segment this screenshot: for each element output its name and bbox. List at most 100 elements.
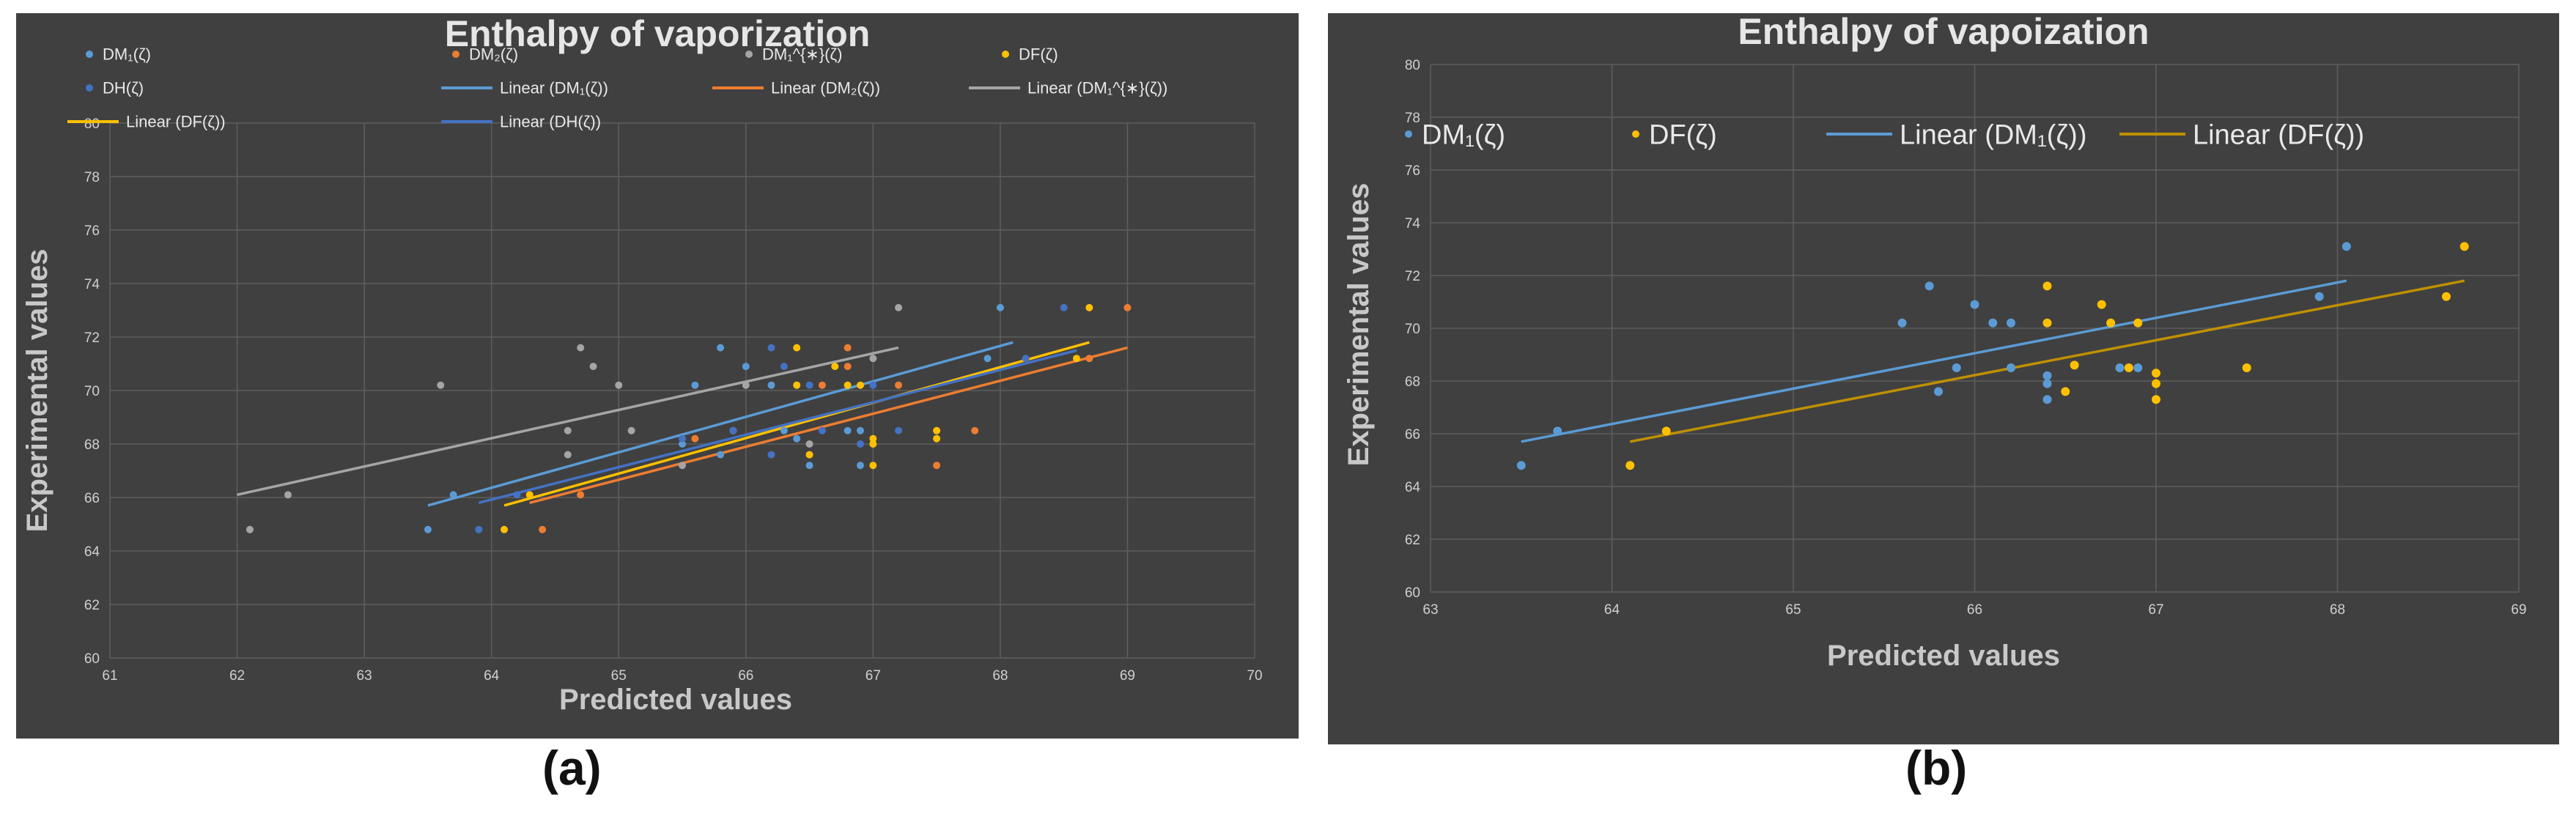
x-tick-label: 68 bbox=[2330, 602, 2345, 618]
data-point-df bbox=[2124, 363, 2133, 372]
data-point-dh bbox=[818, 426, 826, 434]
data-point-dm bbox=[869, 355, 877, 363]
data-point-dm bbox=[2042, 395, 2052, 404]
legend-label-linear-dm: Linear (DM₂(ζ)) bbox=[771, 79, 880, 97]
y-tick-label: 68 bbox=[1405, 374, 1420, 390]
data-point-df bbox=[1661, 426, 1671, 436]
data-point-dh bbox=[856, 440, 864, 448]
data-point-df bbox=[1625, 461, 1635, 470]
x-tick-label: 69 bbox=[1120, 668, 1135, 684]
y-tick-label: 70 bbox=[1405, 322, 1420, 337]
data-point-dm bbox=[818, 381, 826, 389]
data-point-dm bbox=[679, 462, 686, 470]
legend-label-linear-dm: Linear (DM₁(ζ)) bbox=[1900, 119, 2086, 150]
x-tick-label: 68 bbox=[992, 668, 1008, 684]
data-point-df bbox=[2442, 292, 2451, 301]
legend-marker-dm bbox=[452, 51, 460, 58]
data-point-df bbox=[2042, 281, 2052, 291]
legend-label-linear-dm: Linear (DM₁(ζ)) bbox=[500, 79, 608, 97]
data-point-dm bbox=[844, 426, 852, 434]
y-axis-title: Experimental values bbox=[1343, 183, 1375, 467]
y-tick-label: 72 bbox=[1405, 269, 1420, 284]
data-point-dm bbox=[742, 381, 750, 389]
trendline-linear-dm bbox=[427, 341, 1014, 507]
legend-label-dm: DM₁(ζ) bbox=[1422, 119, 1505, 150]
data-point-df bbox=[1073, 355, 1081, 363]
data-point-dm bbox=[589, 363, 597, 371]
data-point-dm bbox=[2042, 371, 2052, 380]
x-tick-label: 64 bbox=[484, 668, 500, 684]
x-tick-label: 63 bbox=[1422, 602, 1438, 618]
data-point-df bbox=[793, 381, 801, 389]
data-point-df bbox=[869, 462, 877, 470]
data-point-df bbox=[933, 434, 941, 443]
data-point-df bbox=[2097, 300, 2106, 309]
data-point-dm bbox=[971, 426, 979, 434]
data-point-df bbox=[2152, 369, 2160, 378]
legend-label-dm: DM₂(ζ) bbox=[469, 45, 518, 64]
data-point-dh bbox=[895, 426, 903, 434]
chart-b-svg: 63 64 65 66 67 68 69 60 62 64 66 68 70 72 74 76 78 80 Enth… bbox=[1343, 13, 2527, 672]
data-point-dh bbox=[729, 426, 737, 434]
y-axis-title: Experimental values bbox=[21, 249, 53, 533]
data-point-df bbox=[501, 525, 509, 533]
trendline-linear-df bbox=[503, 341, 1090, 507]
data-point-dm bbox=[1924, 281, 1934, 291]
data-point-dm bbox=[1553, 426, 1562, 436]
legend-label-linear-df: Linear (DF(ζ)) bbox=[126, 113, 226, 131]
y-tick-label: 78 bbox=[1405, 111, 1420, 126]
trendline-linear-dm bbox=[1521, 279, 2347, 443]
data-point-df bbox=[933, 426, 941, 434]
data-point-df bbox=[869, 434, 877, 443]
x-tick-label: 69 bbox=[2511, 602, 2526, 618]
legend-label-df: DF(ζ) bbox=[1019, 45, 1058, 64]
data-point-dm bbox=[767, 381, 775, 389]
data-point-dm bbox=[895, 381, 903, 389]
data-point-dm bbox=[424, 525, 432, 533]
x-tick-label: 61 bbox=[102, 668, 117, 684]
data-point-dm bbox=[564, 451, 572, 459]
y-tick-label: 76 bbox=[84, 223, 100, 239]
data-point-dm bbox=[717, 451, 725, 459]
data-point-df bbox=[831, 363, 839, 371]
y-tick-label: 68 bbox=[84, 437, 100, 453]
legend-label-dm: DM₁(ζ) bbox=[103, 45, 151, 64]
data-point-dm bbox=[844, 344, 852, 352]
data-point-dm bbox=[1085, 355, 1093, 363]
data-point-dm bbox=[577, 491, 585, 499]
data-point-dm bbox=[2115, 363, 2125, 372]
trendline-linear-dm bbox=[237, 346, 899, 497]
data-point-df bbox=[844, 381, 852, 389]
y-tick-label: 60 bbox=[84, 651, 100, 667]
chart-title: Enthalpy of vaporization bbox=[445, 13, 871, 54]
legend-marker-dm bbox=[86, 51, 93, 58]
x-axis-title: Predicted values bbox=[559, 684, 792, 716]
data-point-df bbox=[869, 440, 877, 448]
data-point-df bbox=[2152, 395, 2160, 404]
legend-marker-dh bbox=[86, 84, 93, 92]
y-tick-label: 80 bbox=[1405, 58, 1420, 73]
caption-a: (a) bbox=[542, 741, 602, 795]
legend-label-df: DF(ζ) bbox=[1649, 119, 1717, 150]
legend-label-dm: DM₁^{∗}(ζ) bbox=[762, 45, 842, 64]
data-point-dm bbox=[284, 491, 292, 499]
x-tick-label: 67 bbox=[2148, 602, 2163, 618]
data-point-df bbox=[2061, 387, 2070, 396]
x-tick-label: 62 bbox=[229, 668, 245, 684]
caption-b: (b) bbox=[1905, 741, 1968, 795]
x-tick-label: 66 bbox=[738, 668, 753, 684]
data-point-dm bbox=[717, 344, 725, 352]
data-point-dh bbox=[679, 434, 686, 443]
x-tick-label: 66 bbox=[1967, 602, 1982, 618]
trendline-linear-dm bbox=[529, 346, 1128, 504]
data-point-dm bbox=[449, 491, 457, 499]
data-point-dm bbox=[1970, 300, 1979, 309]
legend-label-dh: DH(ζ) bbox=[103, 79, 144, 97]
data-point-dm bbox=[1934, 387, 1943, 396]
y-tick-label: 70 bbox=[84, 384, 100, 399]
legend-label-linear-dm: Linear (DM₁^{∗}(ζ)) bbox=[1027, 79, 1167, 97]
x-tick-label: 63 bbox=[357, 668, 372, 684]
data-point-dm bbox=[2042, 379, 2052, 388]
data-point-dm bbox=[780, 426, 788, 434]
data-point-dh bbox=[1060, 303, 1068, 311]
